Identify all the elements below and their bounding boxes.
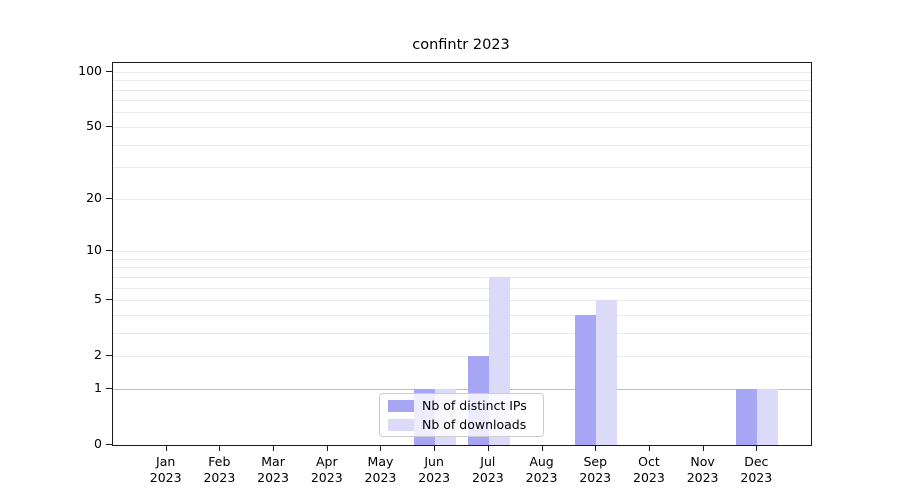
y-tick-mark	[106, 125, 112, 127]
x-tick-mark	[487, 445, 489, 451]
y-tick-label: 2	[94, 347, 102, 363]
y-tick-mark	[106, 250, 112, 252]
legend-label: Nb of downloads	[422, 417, 527, 432]
x-tick-month: Sep	[583, 454, 607, 469]
x-tick-mark	[541, 445, 543, 451]
bar-downloads	[757, 388, 779, 445]
x-tick-mark	[165, 445, 167, 451]
x-tick-mark	[380, 445, 382, 451]
x-tick-label: Jun 2023	[404, 454, 464, 486]
gridline	[113, 300, 811, 302]
y-tick-label: 50	[86, 117, 102, 133]
x-tick-month: Oct	[638, 454, 660, 469]
gridline	[113, 251, 811, 253]
emphasized-gridline	[113, 388, 811, 390]
x-tick-year: 2023	[579, 470, 612, 485]
x-tick-mark	[273, 445, 275, 451]
x-tick-year: 2023	[471, 470, 504, 485]
x-tick-month: Feb	[208, 454, 231, 469]
gridline	[113, 287, 811, 289]
x-tick-mark	[648, 445, 650, 451]
x-tick-label: Mar 2023	[243, 454, 303, 486]
gridline	[113, 89, 811, 91]
x-tick-mark	[326, 445, 328, 451]
x-tick-month: Jul	[480, 454, 496, 469]
bar-downloads	[596, 300, 618, 445]
x-tick-label: Dec 2023	[726, 454, 786, 486]
x-tick-year: 2023	[149, 470, 182, 485]
x-tick-label: Aug 2023	[512, 454, 572, 486]
x-tick-month: Mar	[261, 454, 285, 469]
x-tick-year: 2023	[310, 470, 343, 485]
y-tick-label: 10	[86, 242, 102, 258]
gridline	[113, 167, 811, 169]
chart-title: confintr 2023	[412, 37, 510, 53]
x-tick-month: Aug	[529, 454, 554, 469]
x-tick-month: Jun	[424, 454, 444, 469]
legend-swatch	[388, 399, 414, 412]
gridline	[113, 100, 811, 102]
x-tick-label: Jul 2023	[458, 454, 518, 486]
x-tick-year: 2023	[203, 470, 236, 485]
x-tick-year: 2023	[257, 470, 289, 485]
x-tick-mark	[434, 445, 436, 451]
x-tick-label: May 2023	[350, 454, 410, 486]
y-tick-mark	[106, 444, 112, 445]
gridline	[113, 258, 811, 260]
x-tick-month: May	[367, 454, 394, 469]
x-tick-label: Oct 2023	[619, 454, 679, 486]
x-tick-year: 2023	[525, 470, 558, 485]
plot-area	[112, 62, 812, 446]
x-tick-label: Jan 2023	[136, 454, 196, 486]
gridline	[113, 356, 811, 358]
x-tick-label: Nov 2023	[673, 454, 733, 486]
x-tick-label: Feb 2023	[189, 454, 249, 486]
x-tick-label: Sep 2023	[565, 454, 625, 486]
y-tick-mark	[106, 299, 112, 301]
x-tick-month: Jan	[156, 454, 176, 469]
x-tick-mark	[595, 445, 597, 451]
legend-item: Nb of distinct IPs	[388, 398, 535, 413]
gridline	[113, 332, 811, 334]
x-tick-year: 2023	[633, 470, 665, 485]
x-tick-year: 2023	[364, 470, 397, 485]
x-tick-mark	[702, 445, 704, 451]
gridline	[113, 112, 811, 114]
x-tick-month: Dec	[744, 454, 769, 469]
y-tick-label: 0	[94, 436, 102, 451]
y-tick-label: 20	[86, 189, 102, 205]
legend: Nb of distinct IPs Nb of downloads	[379, 393, 544, 437]
gridline	[113, 144, 811, 146]
bar-distinct-ips	[575, 314, 597, 445]
y-tick-label: 100	[78, 62, 102, 78]
y-tick-mark	[106, 387, 112, 389]
bar-distinct-ips	[736, 388, 758, 445]
x-tick-mark	[219, 445, 221, 451]
y-tick-label: 5	[94, 291, 102, 307]
gridline	[113, 71, 811, 73]
y-tick-mark	[106, 355, 112, 357]
gridline	[113, 80, 811, 82]
x-tick-year: 2023	[740, 470, 773, 485]
y-tick-label: 1	[94, 379, 102, 395]
x-tick-label: Apr 2023	[297, 454, 357, 486]
legend-item: Nb of downloads	[388, 417, 535, 432]
legend-swatch	[388, 418, 414, 431]
y-tick-mark	[106, 70, 112, 72]
gridline	[113, 267, 811, 269]
x-tick-mark	[756, 445, 758, 451]
gridline	[113, 314, 811, 316]
y-tick-mark	[106, 197, 112, 199]
x-tick-month: Nov	[690, 454, 715, 469]
x-tick-year: 2023	[686, 470, 719, 485]
gridline	[113, 198, 811, 200]
x-tick-month: Apr	[315, 454, 338, 469]
x-tick-year: 2023	[418, 470, 451, 485]
legend-label: Nb of distinct IPs	[422, 398, 527, 413]
gridline	[113, 276, 811, 278]
gridline	[113, 126, 811, 128]
